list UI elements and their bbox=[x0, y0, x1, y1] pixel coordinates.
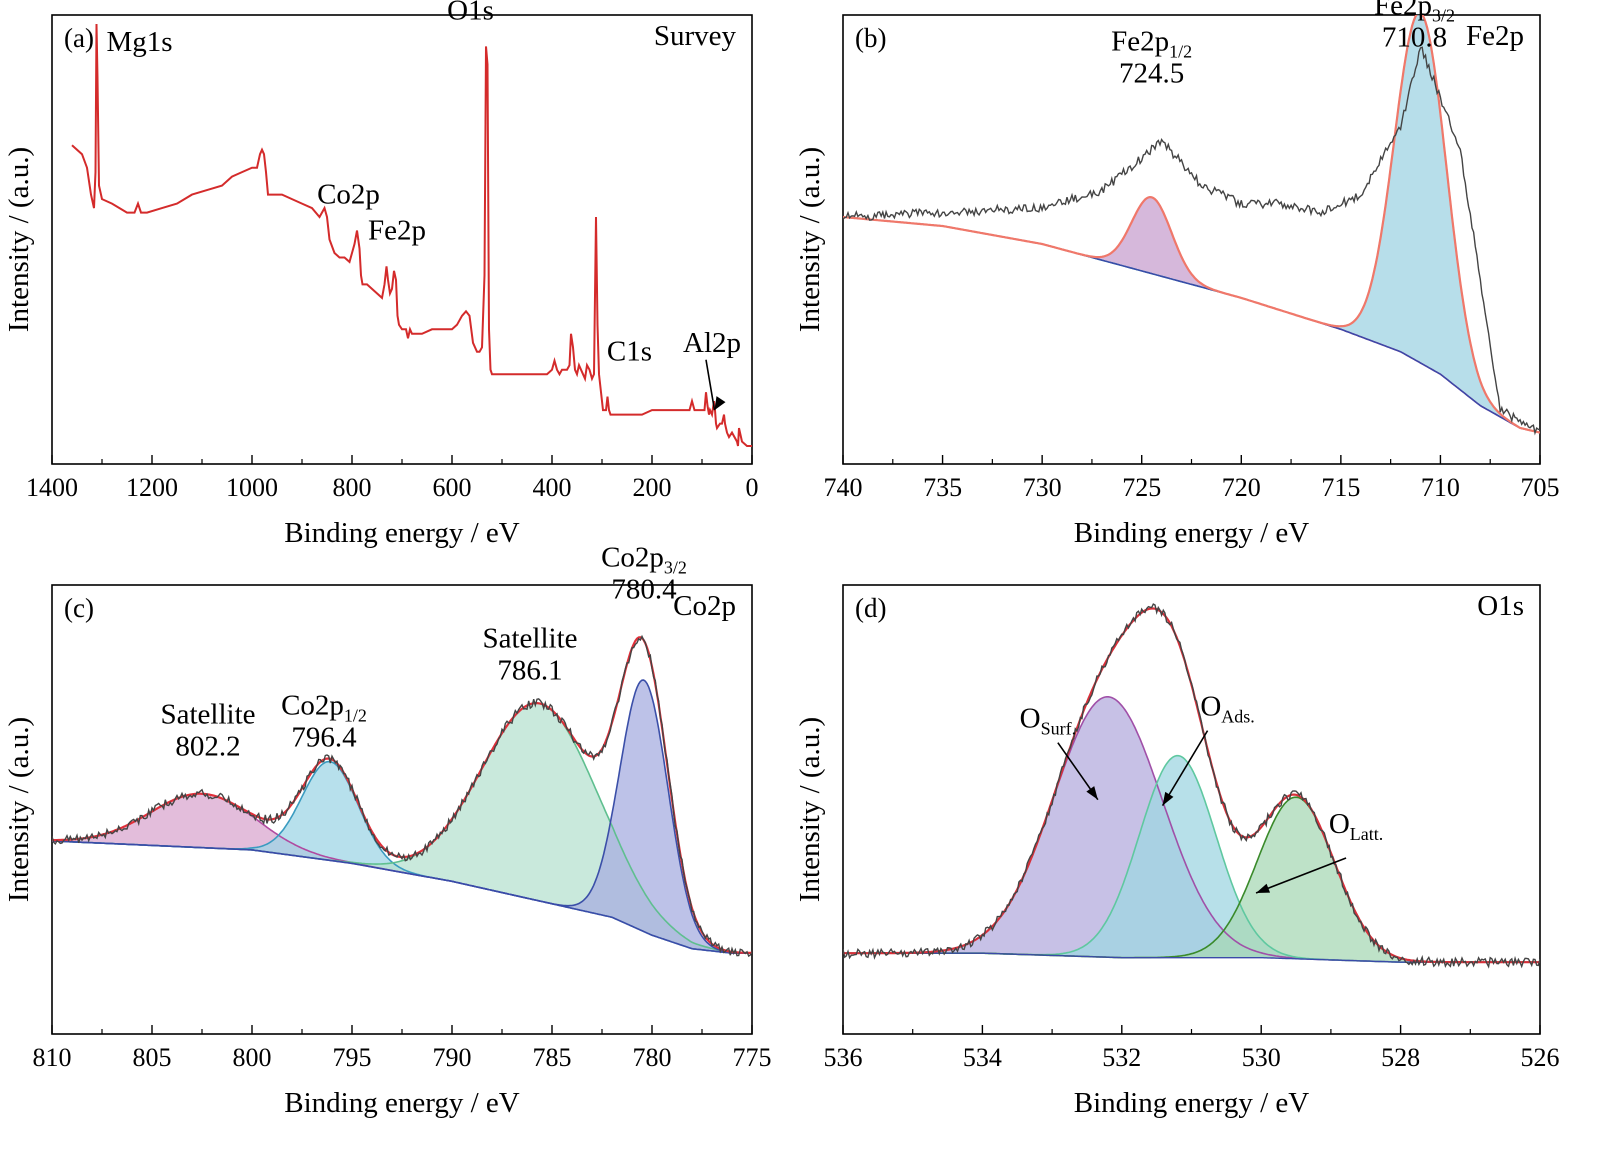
x-tick-label: 800 bbox=[233, 1043, 272, 1072]
y-axis-title: Intensity / (a.u.) bbox=[794, 717, 826, 902]
raw-spectrum-line bbox=[843, 46, 1540, 436]
x-tick-label: 530 bbox=[1242, 1043, 1281, 1072]
raw-spectrum-line bbox=[843, 603, 1540, 969]
y-axis-title: Intensity / (a.u.) bbox=[3, 147, 35, 332]
x-tick-label: 720 bbox=[1222, 473, 1261, 502]
peak-name-label: Satellite bbox=[160, 699, 255, 731]
panel-title: Co2p bbox=[673, 590, 736, 622]
raw-spectrum-line bbox=[52, 634, 752, 958]
x-axis-title: Binding energy / eV bbox=[1074, 517, 1310, 549]
x-tick-label: 735 bbox=[923, 473, 962, 502]
peak-value-label: 780.4 bbox=[611, 573, 677, 605]
arrow-head-icon bbox=[1256, 883, 1271, 893]
background-line bbox=[52, 840, 752, 954]
x-axis-title: Binding energy / eV bbox=[284, 1087, 520, 1119]
x-tick-label: 795 bbox=[333, 1043, 372, 1072]
plot-area bbox=[71, 23, 752, 447]
peak-value-label: 710.8 bbox=[1382, 21, 1447, 53]
x-axis-title: Binding energy / eV bbox=[1074, 1087, 1310, 1119]
x-tick-label: 532 bbox=[1102, 1043, 1141, 1072]
peak-annotation: Al2p bbox=[683, 327, 741, 359]
panel-label: (a) bbox=[64, 23, 94, 53]
peak-value-label: 802.2 bbox=[175, 731, 240, 763]
annotation-arrow bbox=[1161, 730, 1209, 807]
survey-spectrum-line bbox=[71, 23, 752, 447]
panel-title: O1s bbox=[1477, 590, 1524, 622]
x-tick-label: 1200 bbox=[126, 473, 178, 502]
x-tick-label: 715 bbox=[1321, 473, 1360, 502]
y-axis-title: Intensity / (a.u.) bbox=[794, 147, 826, 332]
x-tick-label: 526 bbox=[1521, 1043, 1560, 1072]
x-tick-label: 1400 bbox=[26, 473, 78, 502]
x-tick-label: 528 bbox=[1381, 1043, 1420, 1072]
arrow-head-icon bbox=[1162, 791, 1174, 806]
arrow-head-icon bbox=[1086, 786, 1098, 800]
x-tick-label: 810 bbox=[33, 1043, 72, 1072]
peak-value-label: 796.4 bbox=[291, 722, 357, 754]
x-tick-label: 730 bbox=[1023, 473, 1062, 502]
component-label: OSurf. bbox=[1020, 703, 1076, 739]
peak-name-label: Co2p1/2 bbox=[281, 690, 367, 726]
plot-area bbox=[843, 15, 1540, 436]
panel-b: 740 735 730 725 720 715 710 705 Binding energy /… bbox=[794, 0, 1560, 549]
peak-name-label: Satellite bbox=[482, 622, 577, 654]
peak-annotation: Fe2p bbox=[368, 215, 426, 247]
x-tick-label: 0 bbox=[746, 473, 759, 502]
x-tick-label: 536 bbox=[824, 1043, 863, 1072]
x-tick-label: 710 bbox=[1421, 473, 1460, 502]
panel-a: 1400 1200 1000 800 600 400 200 0 Binding energy … bbox=[3, 0, 759, 549]
component-fill-1 bbox=[52, 793, 752, 954]
plot-area bbox=[52, 634, 752, 958]
x-tick-label: 800 bbox=[333, 473, 372, 502]
panel-title: Survey bbox=[654, 20, 737, 52]
plot-area bbox=[843, 603, 1540, 969]
panel-title: Fe2p bbox=[1466, 20, 1524, 52]
peak-annotation: C1s bbox=[607, 336, 652, 368]
component-fill-3 bbox=[52, 703, 752, 954]
x-tick-label: 400 bbox=[533, 473, 572, 502]
x-tick-label: 805 bbox=[133, 1043, 172, 1072]
x-tick-label: 790 bbox=[433, 1043, 472, 1072]
panel-c: 810 805 800 795 790 785 780 775 Binding energy /… bbox=[3, 541, 772, 1119]
peak-value-label: 724.5 bbox=[1119, 57, 1184, 89]
x-tick-label: 705 bbox=[1521, 473, 1560, 502]
x-axis-title: Binding energy / eV bbox=[284, 517, 520, 549]
peak-name-label: Co2p3/2 bbox=[601, 541, 687, 577]
peak-annotation: Mg1s bbox=[106, 26, 172, 58]
x-tick-label: 534 bbox=[963, 1043, 1002, 1072]
x-tick-label: 740 bbox=[824, 473, 863, 502]
component-fill-2 bbox=[843, 755, 1540, 963]
y-axis-title: Intensity / (a.u.) bbox=[3, 717, 35, 902]
peak-annotation: O1s bbox=[447, 0, 494, 26]
x-tick-label: 600 bbox=[433, 473, 472, 502]
panel-label: (b) bbox=[855, 23, 886, 53]
panel-d: 536 534 532 530 528 526 Binding energy / eV Int… bbox=[794, 584, 1560, 1119]
panel-label: (c) bbox=[64, 593, 94, 623]
x-tick-label: 780 bbox=[633, 1043, 672, 1072]
panel-label: (d) bbox=[855, 593, 886, 623]
component-label: OLatt. bbox=[1329, 808, 1383, 844]
x-tick-label: 1000 bbox=[226, 473, 278, 502]
x-tick-label: 775 bbox=[733, 1043, 772, 1072]
annotation-arrow bbox=[705, 359, 716, 411]
envelope-line bbox=[843, 15, 1540, 434]
x-tick-label: 725 bbox=[1122, 473, 1161, 502]
x-tick-label: 785 bbox=[533, 1043, 572, 1072]
annotation-arrow bbox=[1255, 857, 1347, 894]
peak-value-label: 786.1 bbox=[497, 654, 562, 686]
component-fill-2 bbox=[843, 15, 1540, 433]
peak-name-label: Fe2p3/2 bbox=[1374, 0, 1455, 25]
arrow-head-icon bbox=[714, 396, 726, 411]
x-tick-label: 200 bbox=[633, 473, 672, 502]
peak-annotation: Co2p bbox=[317, 179, 380, 211]
component-label: OAds. bbox=[1200, 691, 1254, 727]
peak-name-label: Fe2p1/2 bbox=[1111, 25, 1192, 61]
component-fill-1 bbox=[843, 696, 1540, 963]
